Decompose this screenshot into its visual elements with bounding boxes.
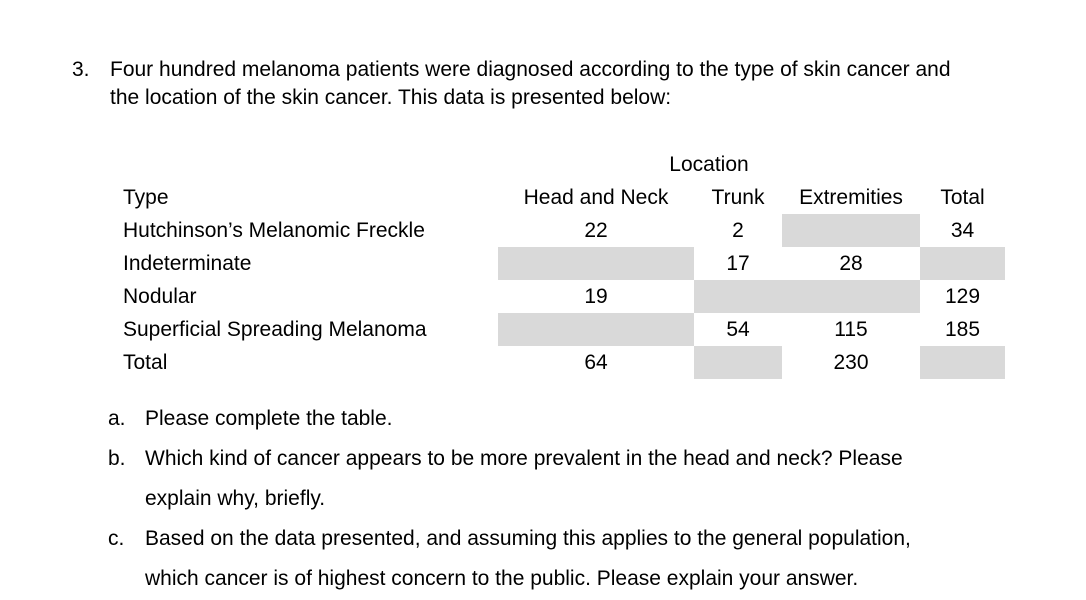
question-a-line-1: Please complete the table. — [145, 407, 393, 430]
question-list: a. Please complete the table. b. Which k… — [108, 399, 1086, 599]
cell-indeterminate-trunk: 17 — [726, 251, 750, 275]
row-label-total: Total — [123, 350, 168, 374]
table-header-row: Type Head and Neck Trunk Extremities Tot… — [123, 181, 1005, 214]
cell-superficial-total: 185 — [944, 317, 981, 341]
question-b-text: Which kind of cancer appears to be more … — [145, 439, 903, 519]
cell-superficial-head-neck-blank — [498, 313, 694, 346]
cell-hutchinsons-extremities-blank — [782, 214, 920, 247]
question-c: c. Based on the data presented, and assu… — [108, 519, 1086, 599]
cell-nodular-head-neck: 19 — [584, 284, 608, 308]
cell-nodular-extremities-blank — [782, 280, 920, 313]
table-row-indeterminate: Indeterminate 17 28 — [123, 247, 1005, 280]
question-c-line-2: which cancer is of highest concern to th… — [145, 567, 859, 590]
problem-intro: Four hundred melanoma patients were diag… — [110, 56, 951, 112]
intro-line-1: Four hundred melanoma patients were diag… — [110, 58, 951, 81]
question-a-label: a. — [108, 407, 126, 430]
cell-total-extremities: 230 — [833, 350, 869, 374]
cell-indeterminate-head-neck-blank — [498, 247, 694, 280]
problem-number: 3. — [72, 58, 90, 81]
spacer-cell — [123, 148, 498, 181]
cell-hutchinsons-head-neck: 22 — [584, 218, 608, 242]
cell-indeterminate-extremities: 28 — [839, 251, 863, 275]
table-row-total: Total 64 230 — [123, 346, 1005, 379]
table-row-nodular: Nodular 19 129 — [123, 280, 1005, 313]
row-label-indeterminate: Indeterminate — [123, 251, 252, 275]
question-b: b. Which kind of cancer appears to be mo… — [108, 439, 1086, 519]
cell-total-head-neck: 64 — [584, 350, 608, 374]
cell-indeterminate-total-blank — [920, 247, 1005, 280]
intro-line-2: the location of the skin cancer. This da… — [110, 86, 672, 109]
cell-nodular-trunk-blank — [694, 280, 782, 313]
question-c-text: Based on the data presented, and assumin… — [145, 519, 911, 599]
cell-hutchinsons-trunk: 2 — [732, 218, 744, 242]
cell-hutchinsons-total: 34 — [950, 218, 975, 242]
question-b-label: b. — [108, 447, 126, 470]
question-a-text: Please complete the table. — [145, 399, 393, 439]
question-c-label: c. — [108, 527, 125, 550]
table-row-superficial: Superficial Spreading Melanoma 54 115 18… — [123, 313, 1005, 346]
question-a: a. Please complete the table. — [108, 399, 1086, 439]
col-header-extremities: Extremities — [799, 185, 903, 209]
col-header-type: Type — [123, 185, 169, 209]
cell-nodular-total: 129 — [944, 284, 981, 308]
table-group-header: Location — [669, 152, 749, 176]
cell-superficial-trunk: 54 — [726, 317, 750, 341]
col-header-total: Total — [940, 185, 985, 209]
col-header-head-and-neck: Head and Neck — [523, 185, 669, 209]
row-label-superficial: Superficial Spreading Melanoma — [123, 317, 427, 341]
table-row-hutchinsons: Hutchinson’s Melanomic Freckle 22 2 34 — [123, 214, 1005, 247]
question-b-line-2: explain why, briefly. — [145, 487, 326, 510]
question-b-line-1: Which kind of cancer appears to be more … — [145, 447, 903, 470]
row-label-nodular: Nodular — [123, 284, 197, 308]
col-header-trunk: Trunk — [711, 185, 765, 209]
spacer-cell — [920, 148, 1005, 181]
melanoma-contingency-table: Location Type Head and Neck Trunk Extrem… — [123, 148, 1005, 379]
question-c-line-1: Based on the data presented, and assumin… — [145, 527, 911, 550]
cell-total-total-blank — [920, 346, 1005, 379]
table-group-header-row: Location — [123, 148, 1005, 181]
row-label-hutchinsons: Hutchinson’s Melanomic Freckle — [123, 218, 425, 242]
cell-superficial-extremities: 115 — [834, 317, 868, 341]
problem-3: 3. Four hundred melanoma patients were d… — [72, 56, 1086, 112]
cell-total-trunk-blank — [694, 346, 782, 379]
